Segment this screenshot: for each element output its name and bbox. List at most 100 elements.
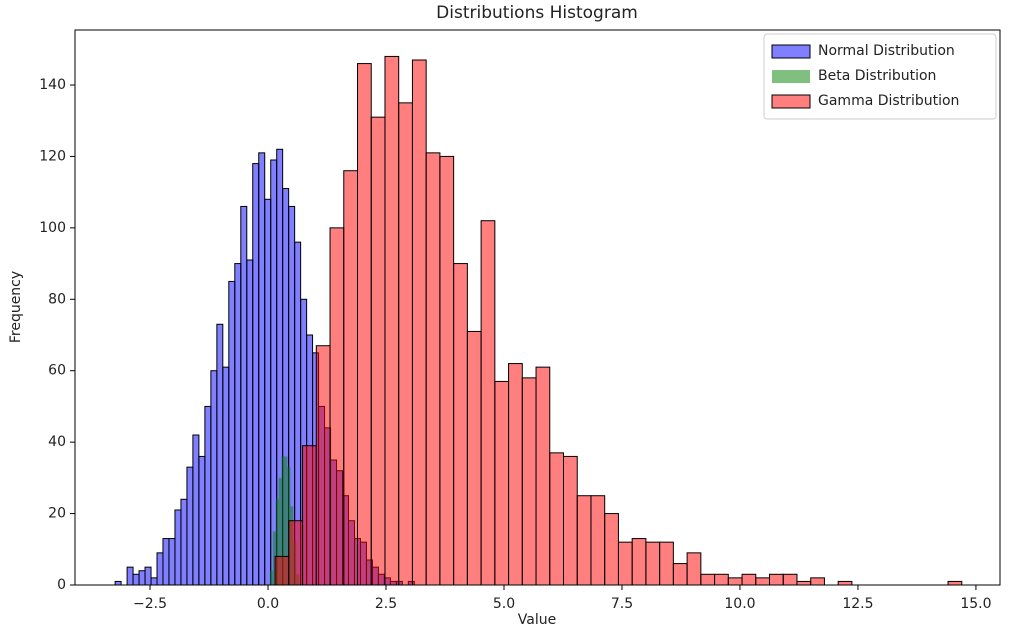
bar <box>782 573 798 586</box>
bar <box>645 541 661 586</box>
bar <box>156 552 164 586</box>
y-tick-label: 120 <box>39 148 66 164</box>
x-tick-label: 15.0 <box>960 596 991 612</box>
bar <box>240 205 248 586</box>
bar <box>508 363 523 586</box>
y-tick-label: 20 <box>48 506 66 522</box>
bar <box>521 377 537 586</box>
bar <box>494 380 510 586</box>
bar <box>302 445 317 586</box>
bar <box>281 456 285 585</box>
x-tick-label: 2.5 <box>375 596 397 612</box>
bar <box>228 280 236 586</box>
bar <box>126 566 134 586</box>
x-tick-label: 10.0 <box>724 596 755 612</box>
bar <box>411 59 427 586</box>
bar <box>288 520 304 586</box>
x-tick-label: 5.0 <box>493 596 515 612</box>
bar <box>246 259 254 586</box>
bar <box>425 152 441 586</box>
bar <box>162 538 170 586</box>
bar <box>274 555 290 586</box>
bar <box>466 330 482 586</box>
bar <box>439 155 455 586</box>
x-tick-label: 12.5 <box>842 596 873 612</box>
y-tick-label: 140 <box>39 77 66 93</box>
bar <box>252 163 260 586</box>
bar <box>278 477 282 585</box>
bar <box>272 531 276 585</box>
legend-swatch <box>772 70 810 83</box>
legend-label: Normal Distribution <box>818 43 955 59</box>
x-tick-label: 7.5 <box>611 596 633 612</box>
legend-swatch <box>771 94 811 109</box>
x-axis-label: Value <box>518 612 556 625</box>
bar <box>174 509 182 586</box>
bar <box>714 573 729 586</box>
bar <box>258 152 266 586</box>
bar <box>234 263 242 586</box>
bar <box>810 577 825 586</box>
bar <box>315 345 331 586</box>
bar <box>384 55 400 586</box>
plot-frame <box>74 29 1001 586</box>
bar <box>947 580 963 586</box>
bar <box>204 405 212 586</box>
bar <box>192 434 200 586</box>
bar <box>398 102 413 586</box>
x-tick-label: −2.5 <box>133 596 167 612</box>
bar <box>144 566 152 586</box>
chart-title: Distributions Histogram <box>436 3 638 23</box>
bar <box>617 541 633 586</box>
bar <box>210 370 218 586</box>
y-tick-label: 100 <box>39 220 66 236</box>
legend: Normal Distribution Beta Distribution Gamm… <box>763 33 997 120</box>
y-tick-label: 40 <box>48 434 66 450</box>
bar <box>329 227 345 586</box>
bar <box>357 63 372 586</box>
bar <box>535 366 551 586</box>
bar <box>275 499 279 585</box>
bar <box>700 573 716 586</box>
bar <box>604 513 619 586</box>
x-tick-label: 0.0 <box>257 596 279 612</box>
bar <box>769 573 784 586</box>
bar <box>727 577 743 586</box>
bar <box>576 495 592 586</box>
bar <box>180 498 188 586</box>
bar <box>686 552 702 586</box>
bar <box>343 170 359 586</box>
bar <box>168 538 176 586</box>
bar <box>222 366 230 586</box>
y-tick-label: 60 <box>48 363 66 379</box>
legend-box <box>763 33 997 120</box>
bar <box>216 323 224 586</box>
bar <box>186 466 194 586</box>
bar <box>631 538 647 586</box>
bar <box>590 495 606 586</box>
y-axis-label: Frequency <box>8 271 24 343</box>
bar <box>150 577 158 586</box>
bar <box>549 452 565 586</box>
bar <box>453 263 468 586</box>
y-tick-label: 0 <box>57 577 66 593</box>
bar <box>132 573 140 586</box>
bar <box>264 198 272 586</box>
y-tick-label: 80 <box>48 291 66 307</box>
bar <box>755 577 771 586</box>
bar <box>672 563 688 586</box>
bar <box>659 541 674 586</box>
bar <box>563 455 578 586</box>
bar <box>284 456 288 585</box>
bar <box>796 580 812 586</box>
legend-swatch <box>771 44 811 59</box>
bar <box>741 573 757 586</box>
bar <box>269 570 273 585</box>
legend-label: Gamma Distribution <box>818 93 959 109</box>
bar <box>370 116 386 586</box>
bar <box>480 220 496 586</box>
bar <box>198 455 206 586</box>
bar <box>138 570 146 586</box>
legend-label: Beta Distribution <box>818 68 936 84</box>
